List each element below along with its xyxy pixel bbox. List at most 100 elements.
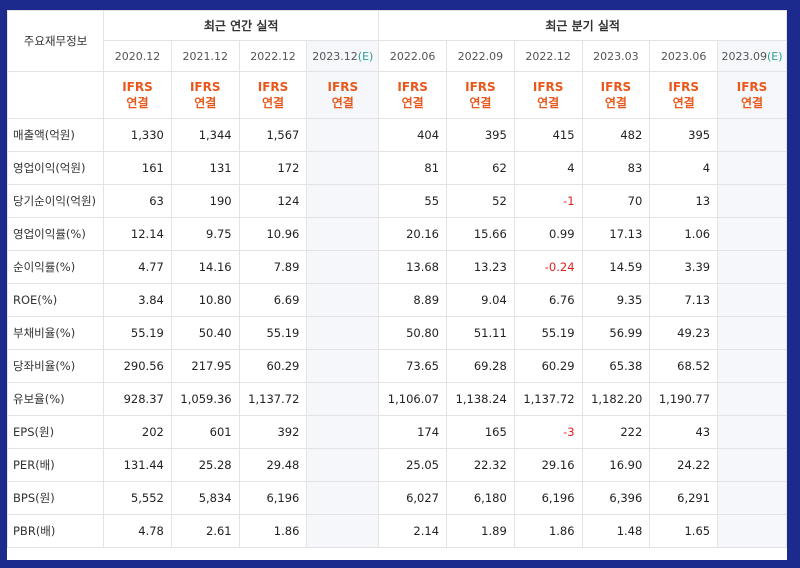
consolidated-text: 연결 [672,96,695,110]
row-label: EPS(원) [7,415,105,449]
table-cell: 51.11 [446,316,515,350]
consolidated-text: 연결 [194,96,217,110]
table-cell: 1,137.72 [238,382,308,416]
table-cell: 601 [170,415,240,449]
table-cell: 52 [446,184,515,218]
ifrs-text: IFRS [397,80,428,94]
table-cell: 1,567 [238,118,308,152]
table-row: 부채비율(%) 55.19 50.40 55.19 50.80 51.11 55.19 56.… [7,316,787,350]
table-cell: 55 [378,184,448,218]
table-cell: 9.35 [581,283,651,317]
table-cell: 2.61 [170,514,240,548]
consolidated-text: 연결 [740,96,764,110]
period-label: 2022.12 [250,49,296,63]
table-cell: 124 [238,184,308,218]
table-cell: 1.89 [446,514,515,548]
table-cell: 190 [170,184,240,218]
table-cell: 25.05 [378,448,448,482]
table-cell: 49.23 [649,316,719,350]
period-header[interactable]: 2023.06 [649,40,719,72]
row-label: 영업이익(억원) [7,151,105,185]
table-cell: 55.19 [238,316,308,350]
table-cell: 83 [581,151,651,185]
row-label-header: 주요재무정보 [7,10,105,72]
table-cell: 4 [649,151,719,185]
row-label: 순이익률(%) [7,250,105,284]
table-cell: 161 [103,151,172,185]
ifrs-consolidated-label: IFRS 연결 [446,71,515,119]
period-label: 2023.12 [312,49,358,63]
table-cell: 172 [238,151,308,185]
estimate-mark: (E) [357,49,374,63]
financial-summary-panel: 주요재무정보 최근 연간 실적 최근 분기 실적 2020.12 2021.12 2… [7,10,787,560]
consolidated-text: 연결 [331,96,354,110]
table-cell: 10.96 [238,217,308,251]
period-header[interactable]: 2022.06 [378,40,448,72]
ifrs-consolidated-label: IFRS 연결 [717,71,787,119]
table-cell: 29.16 [513,448,583,482]
table-cell: 482 [581,118,651,152]
table-cell: 6,396 [581,481,651,515]
ifrs-consolidated-label: IFRS 연결 [170,71,240,119]
table-cell: 131.44 [103,448,172,482]
ifrs-consolidated-label: IFRS 연결 [306,71,380,119]
table-cell: 174 [378,415,448,449]
period-header[interactable]: 2023.09(E) [717,40,787,72]
table-cell: 6,196 [513,481,583,515]
table-cell [717,514,787,548]
table-row: BPS(원) 5,552 5,834 6,196 6,027 6,180 6,196 6,39… [7,481,787,515]
table-cell: 50.40 [170,316,240,350]
period-header[interactable]: 2022.12 [238,40,308,72]
table-cell: 60.29 [513,349,583,383]
table-cell: 165 [446,415,515,449]
table-cell [306,250,380,284]
quarterly-results-header: 최근 분기 실적 [378,10,787,41]
consolidated-text: 연결 [401,96,424,110]
table-row: 유보율(%) 928.37 1,059.36 1,137.72 1,106.07 1,13… [7,382,787,416]
table-cell [717,151,787,185]
table-cell [306,118,380,152]
table-cell: 65.38 [581,349,651,383]
period-header[interactable]: 2020.12 [103,40,172,72]
table-cell [306,448,380,482]
period-header[interactable]: 2021.12 [170,40,240,72]
table-cell: 1.65 [649,514,719,548]
table-cell: 1,190.77 [649,382,719,416]
table-cell [717,217,787,251]
table-cell: 217.95 [170,349,240,383]
period-label: 2023.06 [660,49,707,63]
table-cell: 395 [446,118,515,152]
table-cell [306,283,380,317]
table-cell: 395 [649,118,719,152]
table-cell: 0.99 [513,217,583,251]
table-cell: 290.56 [103,349,172,383]
table-row: 매출액(억원) 1,330 1,344 1,567 404 395 415 482 395 [7,118,787,152]
table-cell: 68.52 [649,349,719,383]
ifrs-text: IFRS [600,80,632,94]
table-row: PBR(배) 4.78 2.61 1.86 2.14 1.89 1.86 1.48 1.65 [7,514,787,548]
ifrs-consolidated-label: IFRS 연결 [238,71,308,119]
estimate-mark: (E) [767,49,783,63]
table-cell: 81 [378,151,448,185]
period-header[interactable]: 2023.03 [581,40,651,72]
period-label: 2022.06 [389,49,436,63]
period-header[interactable]: 2022.09 [446,40,515,72]
table-cell [306,151,380,185]
row-label: 부채비율(%) [7,316,105,350]
table-cell: 5,552 [103,481,172,515]
table-cell: 1,059.36 [170,382,240,416]
table-cell [717,283,787,317]
table-cell: 1,344 [170,118,240,152]
table-cell [717,349,787,383]
table-cell: 9.04 [446,283,515,317]
ifrs-text: IFRS [532,80,564,94]
table-cell: 20.16 [378,217,448,251]
table-row: 영업이익률(%) 12.14 9.75 10.96 20.16 15.66 0.99 17.1… [7,217,787,251]
period-header[interactable]: 2022.12 [513,40,583,72]
period-label: 2020.12 [114,49,161,63]
consolidated-text: 연결 [261,96,285,110]
table-cell: 4 [513,151,583,185]
ifrs-text: IFRS [122,80,153,94]
period-header[interactable]: 2023.12(E) [306,40,380,72]
table-cell [717,316,787,350]
